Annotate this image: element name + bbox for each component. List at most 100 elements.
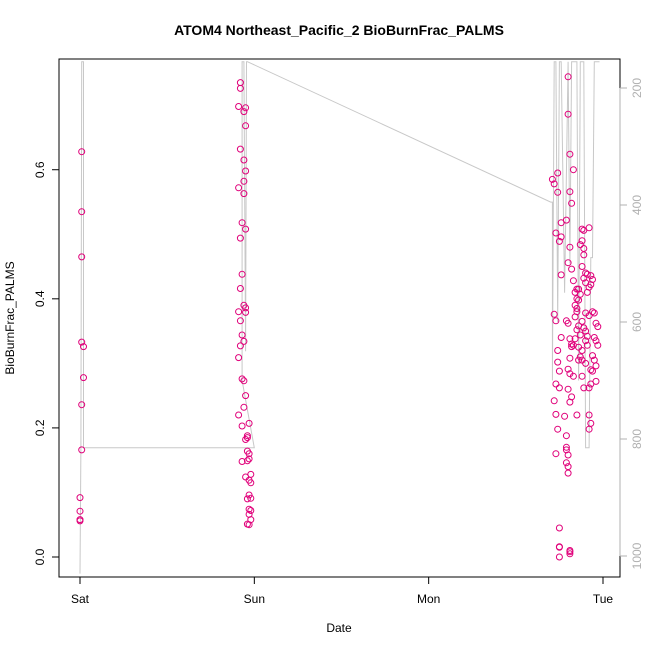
data-point (562, 443, 570, 451)
data-point (587, 366, 595, 374)
data-point (548, 175, 556, 183)
data-point (242, 225, 250, 233)
data-point (566, 548, 574, 556)
data-point (585, 384, 593, 392)
data-point (568, 340, 576, 348)
data-point (78, 338, 86, 346)
chart-title: ATOM4 Northeast_Pacific_2 BioBurnFrac_PA… (174, 22, 504, 38)
right-tick-label: 400 (630, 195, 644, 215)
data-point (245, 450, 253, 458)
y-tick-label: 0.0 (33, 548, 47, 565)
data-point (550, 310, 558, 318)
data-point (555, 384, 563, 392)
data-point (550, 397, 558, 405)
data-point (552, 380, 560, 388)
altitude-line (79, 61, 600, 574)
data-point (245, 455, 253, 463)
data-point (555, 553, 563, 561)
data-point (562, 459, 570, 467)
data-point (245, 521, 253, 529)
x-tick-label: Sat (71, 592, 90, 606)
data-point (236, 145, 244, 153)
data-point (589, 308, 596, 316)
data-point (566, 188, 574, 196)
data-point (564, 73, 572, 81)
right-tick-label: 1000 (630, 542, 644, 569)
data-point (240, 177, 248, 185)
data-point (576, 331, 584, 339)
data-point (580, 245, 588, 252)
data-point (555, 543, 563, 551)
data-point (566, 398, 574, 406)
data-point (564, 259, 572, 267)
data-point (578, 263, 586, 270)
data-point (580, 384, 588, 392)
data-point (562, 432, 570, 440)
data-point (573, 411, 581, 419)
y-axis-label: BioBurnFrac_PALMS (3, 261, 17, 374)
data-point (589, 352, 596, 360)
data-point (576, 241, 584, 249)
data-point (573, 305, 581, 312)
data-point (568, 265, 576, 273)
data-point (245, 491, 253, 499)
x-tick-label: Sun (244, 592, 265, 606)
data-point (573, 326, 581, 334)
y-tick-label: 0.2 (33, 419, 47, 436)
data-point (589, 367, 596, 375)
data-point (564, 319, 572, 327)
data-point (238, 270, 246, 278)
data-point (594, 323, 602, 331)
data-point (592, 337, 600, 345)
data-point (552, 229, 560, 237)
data-point (240, 403, 248, 411)
data-point (557, 271, 565, 279)
y-tick-label: 0.4 (33, 290, 47, 307)
data-point (569, 372, 577, 380)
data-point (580, 274, 588, 282)
data-point (592, 362, 600, 370)
data-point (594, 341, 602, 349)
data-point (578, 225, 586, 233)
data-point (247, 494, 255, 502)
data-point (550, 180, 558, 188)
data-point (78, 401, 86, 409)
data-point (240, 377, 248, 385)
data-point (552, 410, 560, 418)
data-point (238, 422, 246, 430)
data-point (585, 411, 593, 419)
data-point (564, 110, 572, 118)
data-point (554, 188, 562, 196)
data-point (582, 359, 590, 367)
data-point (578, 237, 586, 245)
data-point (80, 343, 87, 351)
plot-frame (58, 58, 621, 578)
x-tick-label: Tue (593, 592, 614, 606)
data-point (552, 317, 560, 325)
data-point (554, 169, 562, 177)
data-point (585, 425, 593, 433)
data-point (564, 385, 572, 393)
data-point (238, 458, 246, 465)
data-point (78, 208, 86, 216)
x-tick-label: Mon (417, 592, 440, 606)
data-point (554, 347, 562, 354)
data-point (571, 335, 579, 343)
data-point (575, 356, 583, 364)
data-point (242, 436, 250, 443)
data-point (240, 190, 248, 198)
data-point (569, 341, 577, 349)
data-point (247, 507, 255, 514)
data-point (242, 104, 250, 112)
right-tick-label: 600 (630, 312, 644, 332)
data-point (555, 237, 563, 245)
data-point (555, 524, 563, 532)
data-point (564, 469, 572, 477)
data-point (569, 277, 577, 285)
right-axis: 200 400 600 800 1000 (619, 78, 644, 569)
data-point (242, 167, 250, 175)
data-point (76, 507, 84, 515)
data-point (568, 343, 576, 351)
data-point (587, 272, 595, 280)
